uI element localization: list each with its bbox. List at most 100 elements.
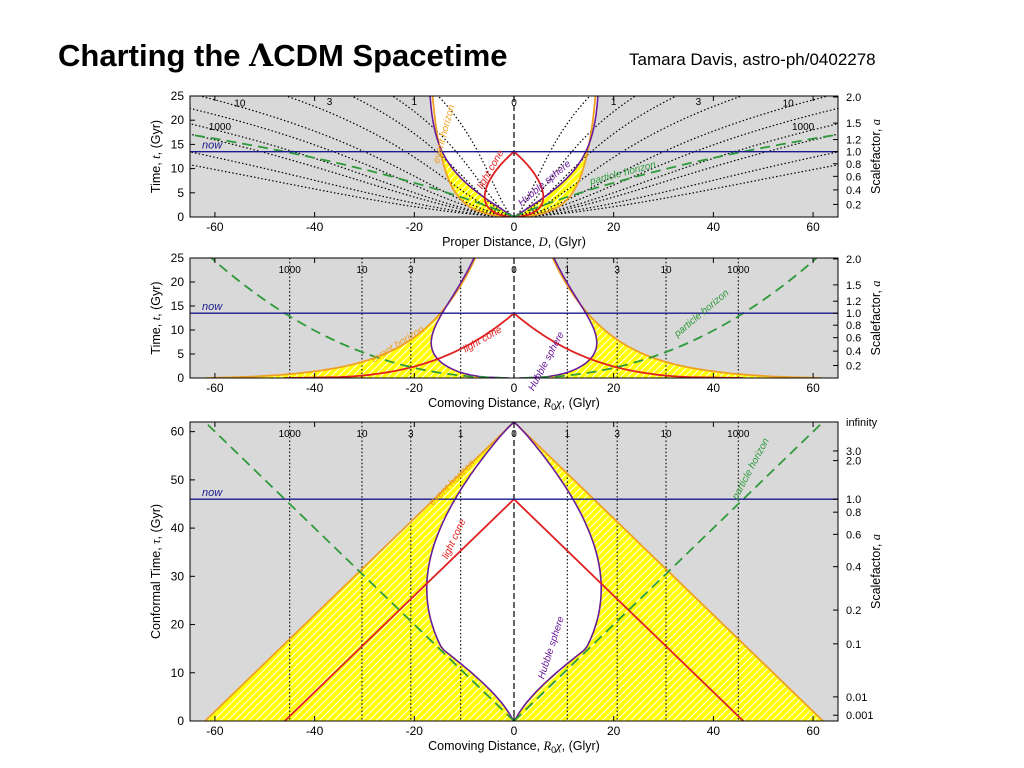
y-axis-label: Conformal Time, τ, (Gyr) bbox=[149, 504, 163, 639]
y-tick-label: 25 bbox=[171, 89, 185, 103]
worldline-label: 10 bbox=[660, 429, 672, 440]
hubble-sphere-left bbox=[426, 422, 515, 721]
worldline-label: 1000 bbox=[792, 122, 815, 133]
right-tick-label: 0.6 bbox=[846, 171, 861, 183]
y-axis-label-text: Time, bbox=[149, 320, 163, 354]
light-cone-left bbox=[284, 312, 515, 378]
title-prefix: Charting the bbox=[58, 38, 250, 73]
y-tick-label: 10 bbox=[171, 666, 185, 680]
right-axis-label: Scalefactor, a bbox=[869, 119, 883, 194]
title-suffix: CDM Spacetime bbox=[273, 38, 508, 73]
right-tick-label: 0.4 bbox=[846, 562, 861, 574]
right-tick-label: 0.8 bbox=[846, 320, 861, 332]
right-axis-label: Scalefactor, a bbox=[869, 534, 883, 609]
x-tick-label: 60 bbox=[806, 220, 820, 234]
y-tick-label: 20 bbox=[171, 113, 185, 127]
x-axis-label-text: Proper Distance, bbox=[442, 235, 539, 249]
worldline-label: 1 bbox=[458, 429, 464, 440]
right-tick-label: 0.2 bbox=[846, 605, 861, 617]
worldline bbox=[516, 164, 838, 217]
worldline bbox=[392, 96, 514, 217]
right-axis-label-text: Scalefactor, bbox=[869, 540, 883, 609]
slide-title: Charting the ΛCDM Spacetime bbox=[58, 38, 508, 74]
worldline-label: 3 bbox=[327, 97, 333, 108]
event-horizon-left bbox=[431, 96, 514, 217]
panel-conformal-time: -60 -40 -20 0 20 40 600102030405060infinity3.0… bbox=[149, 417, 883, 755]
x-tick-label: 0 bbox=[511, 220, 518, 234]
right-tick-label: 1.0 bbox=[846, 147, 861, 159]
light-cone-left bbox=[483, 151, 515, 217]
worldline-label: 1 bbox=[458, 265, 464, 276]
right-tick-label: 0.2 bbox=[846, 361, 861, 373]
right-tick-label: 0.8 bbox=[846, 507, 861, 519]
right-tick-label: 1.2 bbox=[846, 296, 861, 308]
x-axis-label-symbol2: χ bbox=[555, 396, 562, 410]
event-horizon-right bbox=[514, 96, 597, 217]
worldline-label: 0 bbox=[511, 98, 517, 109]
worldline-label: 0 bbox=[511, 429, 517, 440]
x-tick-label: -20 bbox=[406, 724, 424, 738]
light-cone-right bbox=[513, 312, 744, 378]
y-tick-label: 10 bbox=[171, 323, 185, 337]
worldline-label: 1 bbox=[412, 97, 418, 108]
x-axis-label-unit: , (Glyr) bbox=[562, 739, 600, 753]
x-tick-label: 40 bbox=[707, 724, 721, 738]
x-axis-label-unit: , (Glyr) bbox=[548, 235, 586, 249]
light-cone-left bbox=[284, 498, 515, 721]
worldline-label: 1000 bbox=[209, 122, 232, 133]
right-tick-label: 0.1 bbox=[846, 639, 861, 651]
worldline bbox=[515, 133, 838, 217]
y-tick-label: 50 bbox=[171, 473, 185, 487]
y-tick-label: 0 bbox=[177, 210, 184, 224]
worldline bbox=[190, 164, 512, 217]
author-credit: Tamara Davis, astro-ph/0402278 bbox=[629, 50, 876, 69]
y-tick-label: 25 bbox=[171, 251, 185, 265]
worldline-label: 1000 bbox=[727, 429, 750, 440]
y-tick-label: 30 bbox=[171, 569, 185, 583]
particle-horizon-right bbox=[522, 258, 818, 378]
particle-horizon-left bbox=[190, 133, 515, 217]
x-axis-label-text: Comoving Distance, bbox=[428, 396, 543, 410]
hubble-sphere-left bbox=[429, 96, 515, 217]
worldline bbox=[190, 107, 513, 217]
x-tick-label: -60 bbox=[206, 220, 224, 234]
worldline-label: 1 bbox=[565, 265, 571, 276]
x-axis-label: Comoving Distance, R0χ, (Glyr) bbox=[428, 396, 600, 412]
right-tick-label: 0.4 bbox=[846, 185, 861, 197]
y-axis-label-text: Conformal Time, bbox=[149, 544, 163, 639]
x-axis-label-unit: , (Glyr) bbox=[562, 396, 600, 410]
y-tick-label: 15 bbox=[171, 299, 185, 313]
plot-area-comoving bbox=[190, 258, 838, 378]
x-tick-label: 40 bbox=[707, 381, 721, 395]
hubble-sphere-left bbox=[430, 258, 509, 378]
x-tick-label: -40 bbox=[306, 724, 324, 738]
right-tick-label: 1.0 bbox=[846, 494, 861, 506]
x-axis-label-symbol: R bbox=[542, 739, 551, 753]
right-tick-label: 1.2 bbox=[846, 135, 861, 147]
y-tick-label: 40 bbox=[171, 521, 185, 535]
x-axis-label: Proper Distance, D, (Glyr) bbox=[442, 235, 586, 249]
y-tick-label: 60 bbox=[171, 425, 185, 439]
event-horizon-right bbox=[551, 258, 823, 378]
y-axis-label-symbol: τ bbox=[149, 539, 163, 544]
worldline bbox=[190, 133, 513, 217]
y-tick-label: 5 bbox=[177, 186, 184, 200]
x-tick-label: -60 bbox=[206, 381, 224, 395]
worldline bbox=[514, 96, 636, 217]
y-tick-label: 10 bbox=[171, 162, 185, 176]
right-tick-label: 0.6 bbox=[846, 529, 861, 541]
hubble-sphere-interior bbox=[430, 96, 598, 217]
right-tick-label: 2.0 bbox=[846, 456, 861, 468]
right-tick-label: 3.0 bbox=[846, 446, 861, 458]
worldline-label: 10 bbox=[783, 98, 795, 109]
worldline-label: 10 bbox=[660, 265, 672, 276]
worldline bbox=[514, 96, 829, 217]
worldline-label: 10 bbox=[356, 429, 368, 440]
worldline-label: 3 bbox=[614, 429, 620, 440]
y-tick-label: 0 bbox=[177, 714, 184, 728]
worldline-label: 3 bbox=[408, 429, 414, 440]
y-tick-label: 0 bbox=[177, 371, 184, 385]
y-axis-label-unit: , (Gyr) bbox=[149, 504, 163, 539]
right-tick-label: 0.8 bbox=[846, 159, 861, 171]
